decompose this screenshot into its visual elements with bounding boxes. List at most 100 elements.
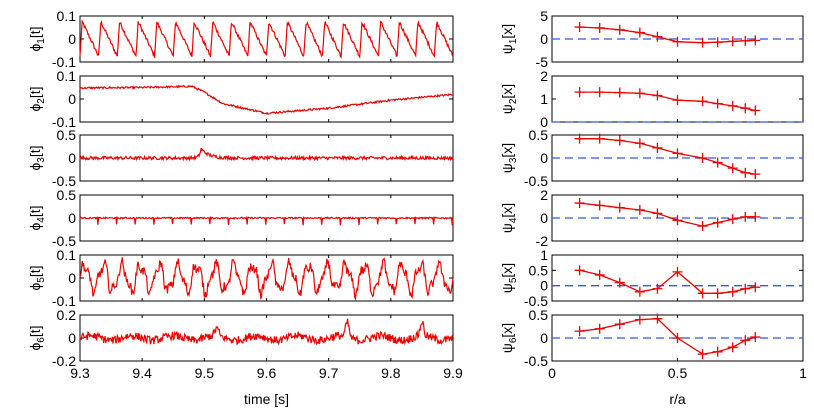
phi5-trace <box>79 257 454 302</box>
psi6-point <box>740 335 751 346</box>
psi5-ytick-label: 1 <box>540 247 548 263</box>
psi5-point <box>727 286 738 297</box>
psi3-ylabel: ψ3[x] <box>499 143 519 173</box>
psi4-point <box>697 221 708 232</box>
psi1-ylabel-sub: 1 <box>508 38 519 44</box>
phi6-ylabel-suffix: [t] <box>27 325 43 337</box>
psi2-ytick-label: 1 <box>540 91 548 107</box>
psi3-ytick-label: 0.5 <box>529 127 549 143</box>
psi2-ylabel-sub: 2 <box>508 98 519 104</box>
phi4-trace <box>79 215 454 226</box>
psi4-point <box>614 202 625 213</box>
phi1-ylabel-suffix: [t] <box>27 26 43 38</box>
psi1-point <box>614 24 625 35</box>
psi5-ylabel: ψ5[x] <box>499 263 519 293</box>
psi1-point <box>594 22 605 33</box>
psi4-ylabel: ψ4[x] <box>499 203 519 233</box>
psi4-point <box>652 208 663 219</box>
psi4-point <box>594 200 605 211</box>
psi1-ylabel-suffix: [x] <box>499 24 515 39</box>
phi2-ylabel-suffix: [t] <box>27 86 43 98</box>
psi6-xtick-label: 1 <box>799 365 807 381</box>
phi1-ytick-label: 0.1 <box>57 8 77 24</box>
psi-panel-6: -0.500.50 0.5 1ψ6[x] <box>499 307 807 381</box>
phi3-ytick-label: -0.5 <box>52 173 76 189</box>
psi2-ylabel-symbol: ψ <box>499 104 515 114</box>
psi3-profile <box>579 138 756 175</box>
psi6-ylabel: ψ6[x] <box>499 323 519 353</box>
psi3-ytick-label: 0 <box>540 150 548 166</box>
psi3-point <box>672 148 683 159</box>
psi1-point <box>574 22 585 33</box>
psi3-point <box>574 133 585 144</box>
psi4-ylabel-symbol: ψ <box>499 223 515 233</box>
psi-panel-4: -2 0 2 ψ4[x] <box>499 187 804 249</box>
psi3-point <box>594 133 605 144</box>
psi6-profile <box>579 318 756 355</box>
phi2-ylabel: ϕ2[t] <box>27 86 47 111</box>
psi2-point <box>750 105 761 116</box>
psi1-point <box>750 35 761 46</box>
phi6-ytick-label: 0 <box>68 330 76 346</box>
psi4-point <box>727 214 738 225</box>
phi4-ytick-label: -0.5 <box>52 233 76 249</box>
psi5-point <box>750 282 761 293</box>
phi2-ytick-label: 0 <box>68 91 76 107</box>
phi-panel-3: -0.5 0 0.5 ϕ3[t] <box>27 127 454 189</box>
psi3-point <box>750 169 761 180</box>
phi5-ytick-label: 0.1 <box>57 247 77 263</box>
psi5-point <box>740 283 751 294</box>
psi4-ytick-label: 0 <box>540 210 548 226</box>
phi6-ylabel-sub: 6 <box>36 337 47 343</box>
psi2-point <box>614 87 625 98</box>
psi6-point <box>614 319 625 330</box>
psi5-profile <box>579 269 756 294</box>
psi1-point <box>697 37 708 48</box>
psi5-ytick-label: -0.5 <box>524 293 548 309</box>
psi6-point <box>712 346 723 357</box>
psi6-ylabel-symbol: ψ <box>499 343 515 353</box>
psi5-point <box>614 277 625 288</box>
phi4-ytick-label: 0.5 <box>57 187 77 203</box>
phi3-ytick-label: 0 <box>68 150 76 166</box>
psi5-ylabel-symbol: ψ <box>499 283 515 293</box>
psi5-point <box>574 265 585 276</box>
psi5-ylabel-suffix: [x] <box>499 263 515 278</box>
psi2-point <box>594 87 605 98</box>
psi4-profile <box>579 202 756 227</box>
psi2-ylabel-suffix: [x] <box>499 84 515 99</box>
phi2-ylabel-sub: 2 <box>36 98 47 104</box>
phi6-xtick-label: 9.9 <box>443 365 463 381</box>
phi2-ytick-label: 0.1 <box>57 68 77 84</box>
psi2-point <box>740 103 751 114</box>
psi-panel-3: -0.5 0 0.5 ψ3[x] <box>499 127 804 189</box>
phi1-ylabel-symbol: ϕ <box>27 44 43 52</box>
phi-panel-2: -0.1 0 0.1 ϕ2[t] <box>27 68 454 130</box>
psi2-point <box>712 98 723 109</box>
phi3-ylabel-symbol: ϕ <box>27 163 43 171</box>
psi1-ylabel-symbol: ψ <box>499 44 515 54</box>
phi3-trace <box>79 147 454 162</box>
phi1-ytick-label: -0.1 <box>52 54 76 70</box>
phi4-ylabel-symbol: ϕ <box>27 223 43 231</box>
phi6-xtick-label: 9.5 <box>195 365 215 381</box>
radius-axis-label: r/a <box>669 391 686 407</box>
phi6-xtick-label: 9.6 <box>257 365 277 381</box>
phi1-ylabel: ϕ1[t] <box>27 26 47 51</box>
psi3-ylabel-symbol: ψ <box>499 163 515 173</box>
psi4-point <box>712 217 723 228</box>
psi3-point <box>634 138 645 149</box>
psi1-point <box>634 27 645 38</box>
psi1-ytick-label: 5 <box>540 8 548 24</box>
psi3-point <box>712 157 723 168</box>
phi2-ytick-label: -0.1 <box>52 114 76 130</box>
phi6-xtick-label: 9.8 <box>381 365 401 381</box>
psi6-point <box>672 333 683 343</box>
psi6-point <box>750 332 761 343</box>
psi6-point <box>727 342 738 353</box>
psi2-ytick-label: 0 <box>540 114 548 130</box>
psi4-point <box>574 198 585 209</box>
psi5-ytick-label: 0 <box>540 278 548 294</box>
phi4-ytick-label: 0 <box>68 210 76 226</box>
